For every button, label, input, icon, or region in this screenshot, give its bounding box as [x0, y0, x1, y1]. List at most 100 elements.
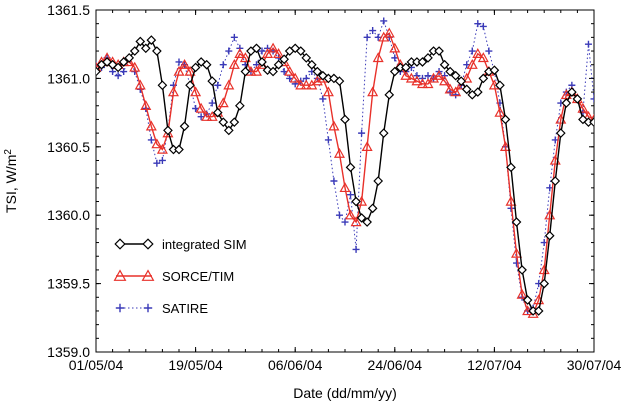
triangle-point [372, 52, 384, 63]
diamond-point [152, 46, 162, 56]
plus-point [225, 47, 233, 55]
triangle-point [389, 42, 401, 53]
diamond-point [334, 76, 345, 86]
triangle-point [239, 52, 251, 63]
plus-point [214, 81, 222, 89]
triangle-point [284, 65, 296, 76]
diamond-point [522, 295, 533, 305]
diamond-point [572, 94, 583, 104]
diamond-point [179, 121, 190, 132]
legend-entry: SORCE/TIM [113, 269, 234, 284]
diamond-point [401, 62, 411, 73]
diamond-point [235, 100, 245, 111]
diamond-point [500, 114, 511, 125]
diamond-point [544, 230, 555, 241]
plus-point [120, 68, 128, 76]
series-integrated-sim [96, 35, 594, 316]
diamond-point [495, 80, 505, 91]
triangle-point [383, 27, 395, 38]
y-axis-label: TSI, W/m2 [3, 149, 19, 213]
diamond-point [135, 36, 146, 47]
plus-point [192, 104, 200, 112]
plus-point [352, 245, 360, 253]
diamond-point [472, 87, 483, 97]
triangle-point [350, 216, 362, 227]
y-tick-label: 1359.5 [47, 276, 90, 292]
plus-point [363, 33, 371, 41]
triangle-point [400, 69, 412, 80]
diamond-point [511, 217, 522, 227]
diamond-point [96, 66, 101, 77]
y-tick-label: 1360.5 [47, 139, 90, 155]
triangle-point [267, 42, 279, 53]
diamond-point [174, 144, 184, 155]
triangle-point [195, 102, 207, 113]
diamond-point [257, 57, 267, 67]
diamond-point [118, 57, 129, 67]
diamond-point [251, 43, 262, 54]
diamond-point [533, 306, 544, 316]
triangle-point [405, 72, 417, 83]
plus-point [513, 259, 521, 267]
legend: integrated SIM SORCE/TIM SATIRE [113, 237, 247, 316]
plus-point [286, 74, 294, 82]
plus-point [147, 136, 155, 144]
triangle-point [505, 195, 517, 206]
diamond-point [489, 65, 500, 76]
series-line [96, 19, 594, 312]
plus-point [230, 33, 238, 41]
diamond-point [163, 125, 173, 136]
plus-point [114, 72, 122, 80]
triangle-point [113, 269, 127, 281]
plus-point [258, 47, 266, 55]
triangle-point [201, 110, 213, 121]
diamond-point [555, 128, 566, 138]
plus-point [358, 129, 366, 137]
plus-point [347, 191, 355, 199]
diamond-point [478, 73, 489, 84]
y-tick-label: 1361.0 [47, 70, 90, 86]
triangle-point [328, 120, 340, 131]
diamond-point [423, 53, 433, 63]
triangle-point [173, 65, 185, 76]
triangle-point [477, 52, 489, 63]
triangle-point [300, 79, 312, 90]
plus-point [219, 61, 227, 69]
diamond-point [207, 76, 218, 86]
x-axis: 01/05/04 19/05/04 06/06/04 24/06/04 12/07/04… [69, 10, 621, 373]
series-line [96, 32, 594, 315]
triangle-point [466, 58, 478, 69]
triangle-point [472, 48, 484, 58]
plus-point [197, 113, 205, 121]
plus-point [424, 72, 432, 80]
plus-point [391, 54, 399, 62]
diamond-point [124, 53, 135, 63]
triangle-point [511, 247, 523, 258]
triangle-point [461, 72, 473, 83]
triangle-point [450, 86, 462, 97]
triangle-point [499, 141, 511, 151]
plus-point [463, 61, 471, 69]
diamond-point [434, 46, 444, 56]
diamond-point [450, 70, 461, 81]
triangle-point [367, 86, 379, 97]
x-tick-label: 12/07/04 [467, 357, 522, 373]
plus-point [143, 303, 153, 313]
plus-point [468, 47, 476, 55]
diamond-point [345, 162, 356, 173]
plus-point [374, 33, 382, 41]
diamond-point [114, 238, 126, 250]
y-axis-label-superscript: 2 [3, 149, 14, 155]
triangle-point [444, 83, 456, 94]
plus-point [208, 99, 216, 107]
legend-entry: integrated SIM [114, 237, 247, 252]
plus-point [175, 58, 183, 66]
diamond-point [218, 117, 229, 128]
triangle-point [141, 269, 155, 281]
plus-point [584, 40, 592, 48]
plus-point [369, 27, 377, 35]
plus-point [319, 95, 327, 103]
diamond-point [140, 43, 151, 54]
diamond-point [506, 162, 516, 173]
